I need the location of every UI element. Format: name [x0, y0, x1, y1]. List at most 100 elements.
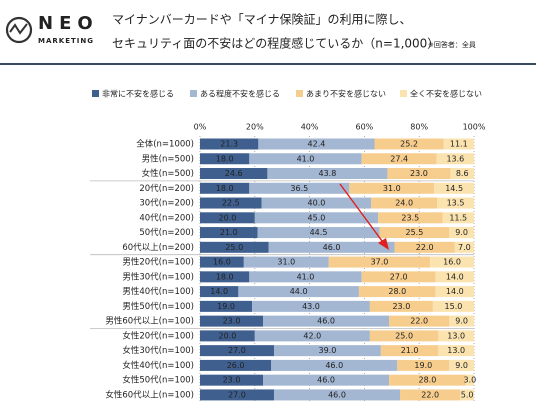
- note: ※回答者：全員: [428, 40, 476, 49]
- value-label: 16.0: [443, 258, 461, 267]
- bar-segment: [254, 212, 379, 224]
- bar-segment: [200, 153, 250, 165]
- x-tick-label: 60%: [356, 123, 374, 132]
- legend-label: ある程度不安を感じる: [200, 89, 280, 99]
- bar-segment: [430, 256, 474, 268]
- bar-segment: [200, 359, 272, 371]
- bar-segment: [268, 241, 395, 253]
- value-label: 41.0: [297, 272, 315, 281]
- bar-segment: [271, 359, 398, 371]
- bar-segment: [252, 300, 370, 312]
- value-label: 22.0: [421, 390, 439, 399]
- bar-segment: [436, 153, 474, 165]
- bar-segment: [200, 286, 239, 298]
- y-tick-label: 女性20代(n=100): [122, 330, 194, 341]
- bar-segment: [369, 300, 433, 312]
- value-label: 21.0: [401, 346, 419, 355]
- y-tick-label: 男性40代(n=100): [122, 286, 194, 297]
- value-label: 44.5: [310, 228, 328, 237]
- chart-title: セキュリティ面の不安はどの程度感じているか（n=1,000）: [112, 36, 439, 51]
- value-label: 13.0: [447, 331, 465, 340]
- bar-segment: [200, 315, 264, 327]
- value-label: 28.0: [388, 287, 406, 296]
- x-tick-label: 0%: [194, 123, 207, 132]
- bar-segment: [438, 330, 474, 342]
- bar-segment: [438, 345, 474, 357]
- value-label: 9.0: [455, 361, 468, 370]
- bar-segment: [442, 212, 474, 224]
- bar-segment: [374, 138, 444, 150]
- bar-segment: [361, 153, 437, 165]
- bar-segment: [200, 330, 255, 342]
- value-label: 23.0: [392, 302, 410, 311]
- value-label: 11.5: [449, 213, 467, 222]
- bar-segment: [243, 256, 329, 268]
- chart-title: マイナンバーカードや「マイナ保険証」の利用に際し、: [112, 13, 412, 27]
- bar-segment: [435, 286, 474, 298]
- y-tick-label: 30代(n=200): [139, 198, 194, 209]
- value-label: 46.0: [323, 243, 341, 252]
- y-tick-label: 女性(n=500): [142, 168, 194, 179]
- value-label: 22.0: [416, 243, 434, 252]
- y-tick-label: 男性20代(n=100): [122, 257, 194, 268]
- value-label: 46.0: [328, 390, 346, 399]
- value-label: 36.5: [290, 184, 308, 193]
- logo-wave: [9, 23, 28, 35]
- logo-icon: [5, 16, 33, 44]
- y-tick-label: 女性50代(n=100): [122, 375, 194, 386]
- value-label: 39.0: [319, 346, 337, 355]
- value-label: 46.0: [317, 376, 335, 385]
- value-label: 27.0: [390, 272, 408, 281]
- annotation-arrowhead: [378, 238, 389, 250]
- logo: NEO MARKETING: [5, 13, 93, 45]
- value-label: 25.0: [395, 331, 413, 340]
- bar-segment: [460, 389, 474, 401]
- bar-segment: [249, 153, 362, 165]
- bar-segment: [443, 138, 474, 150]
- value-label: 5.0: [461, 390, 474, 399]
- value-label: 23.5: [401, 213, 419, 222]
- value-label: 9.0: [455, 228, 468, 237]
- value-label: 22.0: [410, 317, 428, 326]
- bar-segment: [238, 286, 359, 298]
- value-label: 45.0: [308, 213, 326, 222]
- bar-segment: [249, 182, 350, 194]
- bar-segment: [261, 197, 372, 209]
- value-label: 18.0: [216, 184, 234, 193]
- value-label: 26.0: [227, 361, 245, 370]
- y-tick-label: 60代以上(n=200): [122, 242, 194, 253]
- bar-segment: [397, 359, 450, 371]
- legend-label: 全く不安を感じない: [410, 89, 482, 99]
- value-label: 43.8: [319, 169, 337, 178]
- bar-segment: [200, 182, 250, 194]
- bar-segment: [449, 315, 474, 327]
- x-tick-label: 40%: [301, 123, 319, 132]
- bar-segment: [454, 241, 474, 253]
- value-label: 20.0: [218, 213, 236, 222]
- bar-segment: [437, 197, 474, 209]
- value-label: 11.1: [450, 140, 468, 149]
- y-tick-label: 女性40代(n=100): [122, 360, 194, 371]
- bar-segment: [434, 182, 474, 194]
- legend-label: あまり不安を感じない: [306, 89, 386, 99]
- value-label: 13.5: [447, 199, 465, 208]
- x-tick-label: 20%: [246, 123, 264, 132]
- value-label: 25.5: [405, 228, 423, 237]
- legend-label: 非常に不安を感じる: [102, 89, 174, 99]
- value-label: 27.0: [228, 390, 246, 399]
- y-tick-label: 男性60代以上(n=100): [105, 316, 194, 327]
- legend-swatch: [296, 90, 303, 97]
- bar-segment: [379, 227, 450, 239]
- bar-segment: [263, 374, 390, 386]
- bar-segment: [200, 374, 264, 386]
- y-tick-label: 20代(n=200): [139, 183, 194, 194]
- value-label: 46.0: [317, 317, 335, 326]
- value-label: 23.0: [410, 169, 428, 178]
- y-tick-label: 男性30代(n=100): [122, 271, 194, 282]
- value-label: 13.6: [446, 154, 464, 163]
- value-label: 27.0: [228, 346, 246, 355]
- value-label: 31.0: [277, 258, 295, 267]
- bar-segment: [371, 197, 438, 209]
- legend-swatch: [190, 90, 197, 97]
- bar-segment: [465, 374, 474, 386]
